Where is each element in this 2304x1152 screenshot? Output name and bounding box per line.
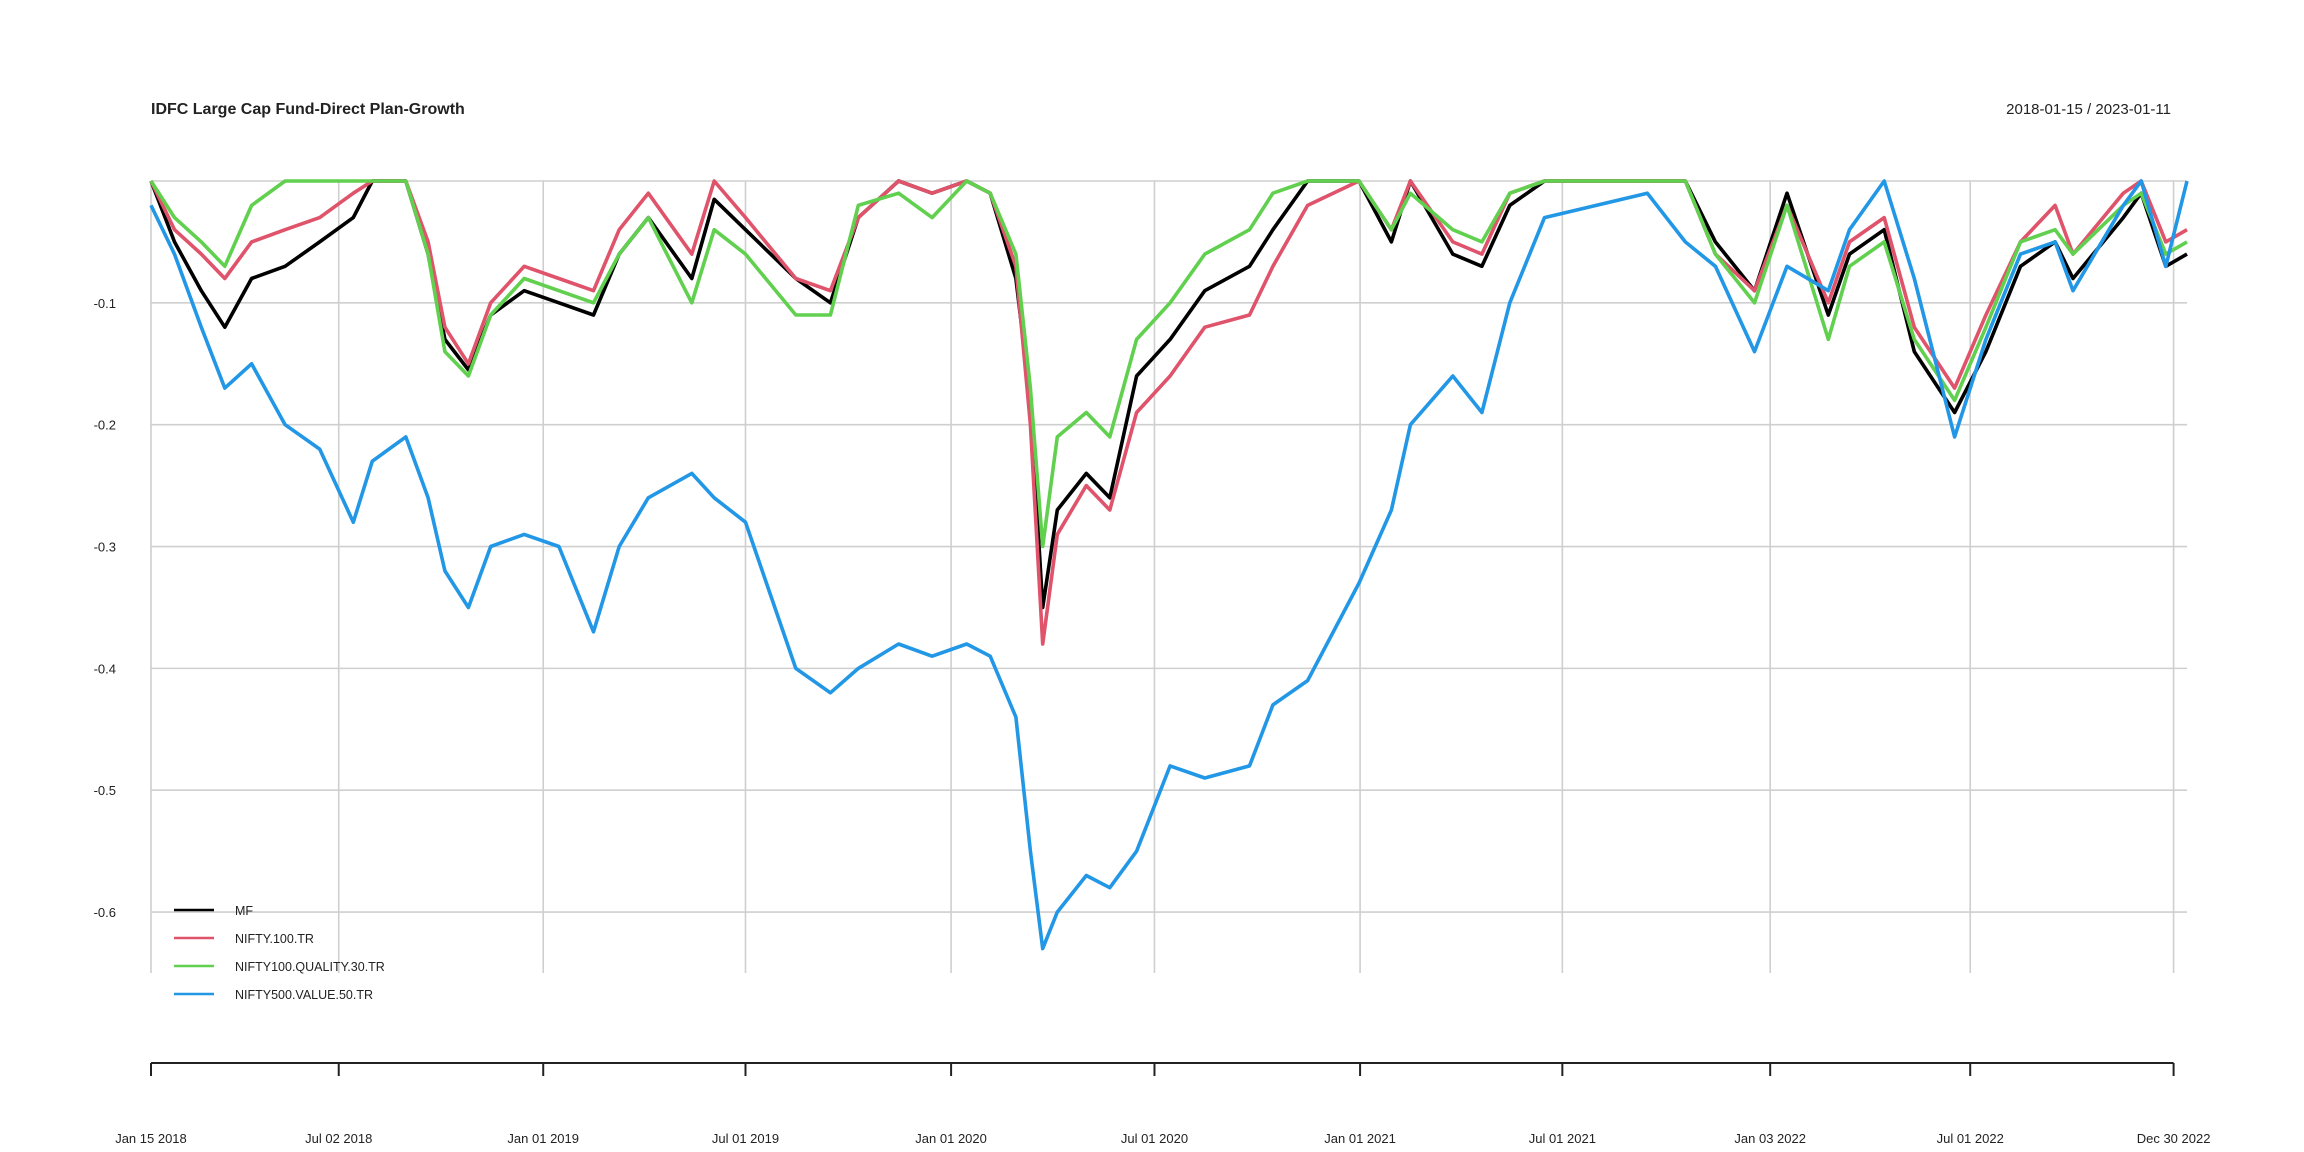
x-tick-label: Jul 01 2020 xyxy=(1121,1131,1188,1146)
grid xyxy=(150,180,2187,973)
y-tick-label: -0.2 xyxy=(94,418,116,433)
y-tick-label: -0.3 xyxy=(94,540,116,555)
legend-label: NIFTY500.VALUE.50.TR xyxy=(235,988,373,1002)
y-tick-label: -0.5 xyxy=(94,783,116,798)
legend: MF NIFTY.100.TR NIFTY100.QUALITY.30.TR NIFT… xyxy=(174,904,385,1002)
legend-label: NIFTY100.QUALITY.30.TR xyxy=(235,960,385,974)
x-tick-label: Jul 02 2018 xyxy=(305,1131,372,1146)
series-lines xyxy=(149,179,2189,951)
y-tick-label: -0.1 xyxy=(94,296,116,311)
x-tick-label: Jan 01 2019 xyxy=(507,1131,579,1146)
date-range-label: 2018-01-15 / 2023-01-11 xyxy=(2006,101,2171,118)
x-tick-label: Jul 01 2021 xyxy=(1529,1131,1596,1146)
chart-title: IDFC Large Cap Fund-Direct Plan-Growth xyxy=(151,101,465,118)
x-tick-label: Dec 30 2022 xyxy=(2137,1131,2211,1146)
legend-label: MF xyxy=(235,904,253,918)
y-tick-label: -0.4 xyxy=(94,661,116,676)
series-line-nifty100-quality-30-tr xyxy=(149,179,2188,549)
x-tick-label: Jan 15 2018 xyxy=(115,1131,187,1146)
series-line-nifty-100-tr xyxy=(149,179,2188,646)
x-tick-label: Jan 03 2022 xyxy=(1734,1131,1806,1146)
x-tick-label: Jan 01 2021 xyxy=(1324,1131,1396,1146)
y-axis: -0.1 -0.2 -0.3 -0.4 -0.5 -0.6 xyxy=(94,296,116,920)
legend-label: NIFTY.100.TR xyxy=(235,932,314,946)
x-axis: Jan 15 2018 Jul 02 2018 Jan 01 2019 Jul 01 … xyxy=(115,1062,2211,1146)
x-tick-label: Jan 01 2020 xyxy=(915,1131,987,1146)
y-tick-label: -0.6 xyxy=(94,905,116,920)
x-tick-label: Jul 01 2022 xyxy=(1937,1131,2004,1146)
x-tick-label: Jul 01 2019 xyxy=(712,1131,779,1146)
series-line-nifty500-value-50-tr xyxy=(149,179,2189,951)
